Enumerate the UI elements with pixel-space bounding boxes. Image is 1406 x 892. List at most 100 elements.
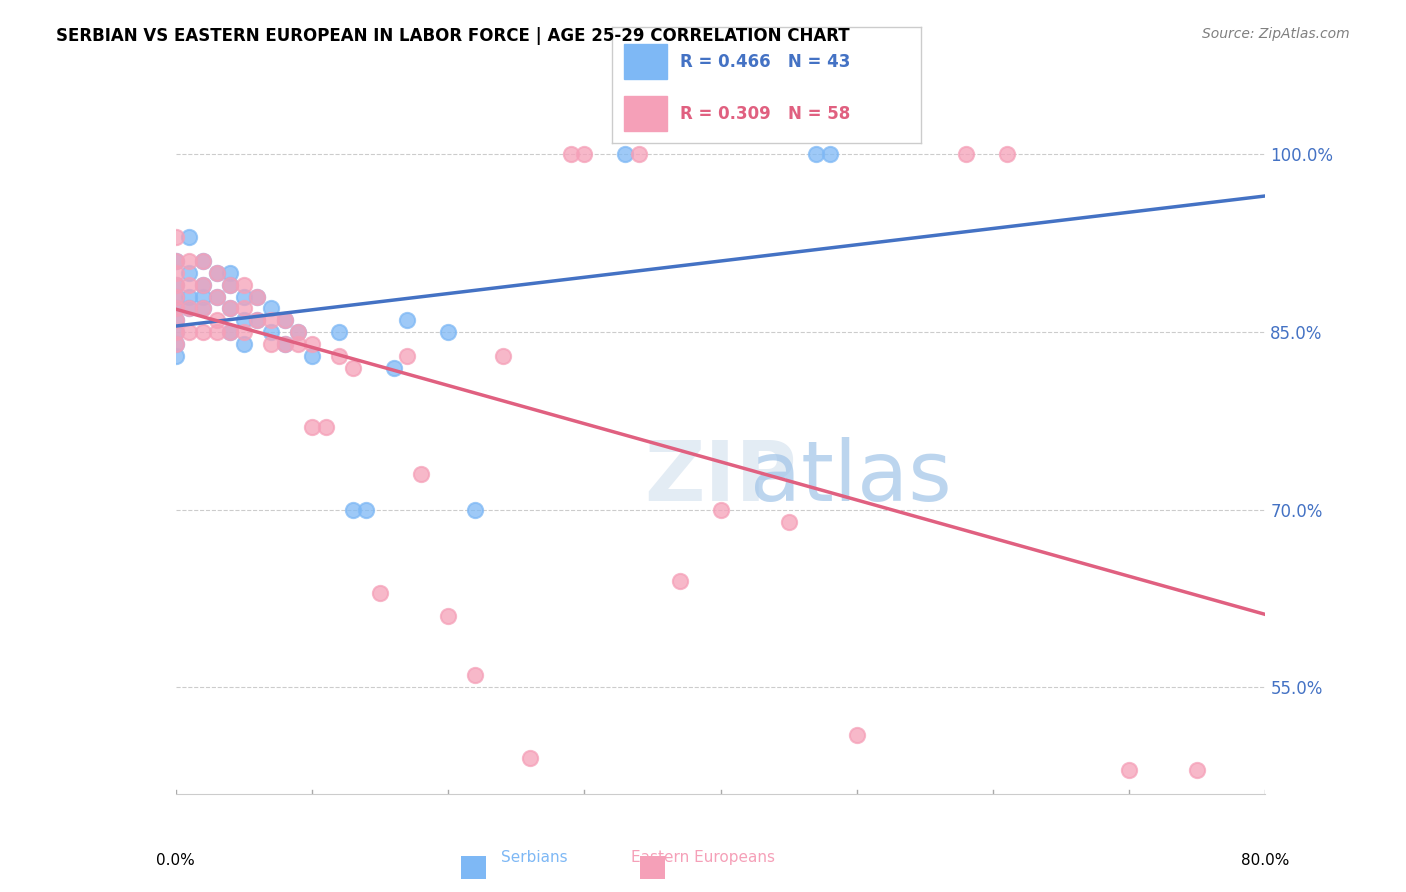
Point <box>205 289 228 303</box>
Point <box>205 266 228 280</box>
Point <box>179 230 201 244</box>
Point <box>191 325 214 339</box>
Point <box>205 325 228 339</box>
Text: atlas: atlas <box>751 437 952 518</box>
Point <box>409 467 432 482</box>
Point <box>328 349 350 363</box>
Point <box>437 609 460 624</box>
Text: ZIP: ZIP <box>644 437 797 518</box>
Point <box>179 301 201 316</box>
Point <box>1187 763 1209 777</box>
Point <box>191 254 214 268</box>
Point <box>382 360 405 375</box>
Point <box>287 337 309 351</box>
Point <box>165 313 187 327</box>
Text: SERBIAN VS EASTERN EUROPEAN IN LABOR FORCE | AGE 25-29 CORRELATION CHART: SERBIAN VS EASTERN EUROPEAN IN LABOR FOR… <box>56 27 849 45</box>
Point <box>179 254 201 268</box>
Point <box>191 301 214 316</box>
Point <box>246 313 269 327</box>
Point <box>845 728 868 742</box>
Point <box>219 266 242 280</box>
Point <box>274 337 297 351</box>
Point <box>1118 763 1140 777</box>
Text: Eastern Europeans: Eastern Europeans <box>631 850 775 865</box>
Point <box>560 147 582 161</box>
Point <box>219 301 242 316</box>
Text: 0.0%: 0.0% <box>156 853 195 868</box>
Point <box>315 419 337 434</box>
Point <box>205 289 228 303</box>
Point <box>995 147 1018 161</box>
Point <box>232 289 254 303</box>
Point <box>710 502 733 516</box>
Point <box>287 325 309 339</box>
Point <box>205 313 228 327</box>
Bar <box>624 44 668 79</box>
Point <box>179 325 201 339</box>
Point <box>356 502 378 516</box>
Point <box>260 325 283 339</box>
Point <box>342 360 364 375</box>
Point <box>396 313 419 327</box>
Point <box>342 502 364 516</box>
Point <box>179 277 201 292</box>
Point <box>191 289 214 303</box>
Point <box>165 337 187 351</box>
Point <box>191 301 214 316</box>
Point <box>165 325 187 339</box>
Point <box>165 289 187 303</box>
Point <box>219 325 242 339</box>
Point <box>232 337 254 351</box>
Point <box>260 337 283 351</box>
Point <box>232 277 254 292</box>
Point <box>246 313 269 327</box>
Point <box>191 254 214 268</box>
Point <box>219 325 242 339</box>
Point <box>778 515 800 529</box>
Point <box>219 277 242 292</box>
Point <box>574 147 596 161</box>
Point <box>246 289 269 303</box>
Point <box>437 325 460 339</box>
Point <box>627 147 650 161</box>
Point <box>219 277 242 292</box>
Point <box>818 147 841 161</box>
Point <box>260 313 283 327</box>
Point <box>668 574 690 588</box>
Point <box>165 289 187 303</box>
Point <box>165 301 187 316</box>
Point <box>165 230 187 244</box>
Point <box>165 313 187 327</box>
Text: 80.0%: 80.0% <box>1241 853 1289 868</box>
Bar <box>624 96 668 131</box>
Point <box>274 337 297 351</box>
Point <box>464 502 486 516</box>
Point <box>165 254 187 268</box>
Text: R = 0.309   N = 58: R = 0.309 N = 58 <box>679 104 849 123</box>
Point <box>492 349 515 363</box>
Point <box>191 277 214 292</box>
Text: Serbians: Serbians <box>501 850 568 865</box>
Point <box>165 266 187 280</box>
Point <box>260 301 283 316</box>
Point <box>165 325 187 339</box>
Point <box>165 301 187 316</box>
Point <box>328 325 350 339</box>
Point <box>301 337 323 351</box>
Point <box>165 254 187 268</box>
Point <box>179 266 201 280</box>
Point <box>191 277 214 292</box>
Point <box>232 313 254 327</box>
Point <box>614 147 637 161</box>
Point <box>165 349 187 363</box>
Point <box>219 301 242 316</box>
Point <box>232 301 254 316</box>
Point <box>179 289 201 303</box>
Text: R = 0.466   N = 43: R = 0.466 N = 43 <box>679 53 851 70</box>
Point <box>804 147 827 161</box>
Point <box>274 313 297 327</box>
Point <box>274 313 297 327</box>
Point <box>232 325 254 339</box>
Point <box>464 668 486 682</box>
Point <box>165 337 187 351</box>
